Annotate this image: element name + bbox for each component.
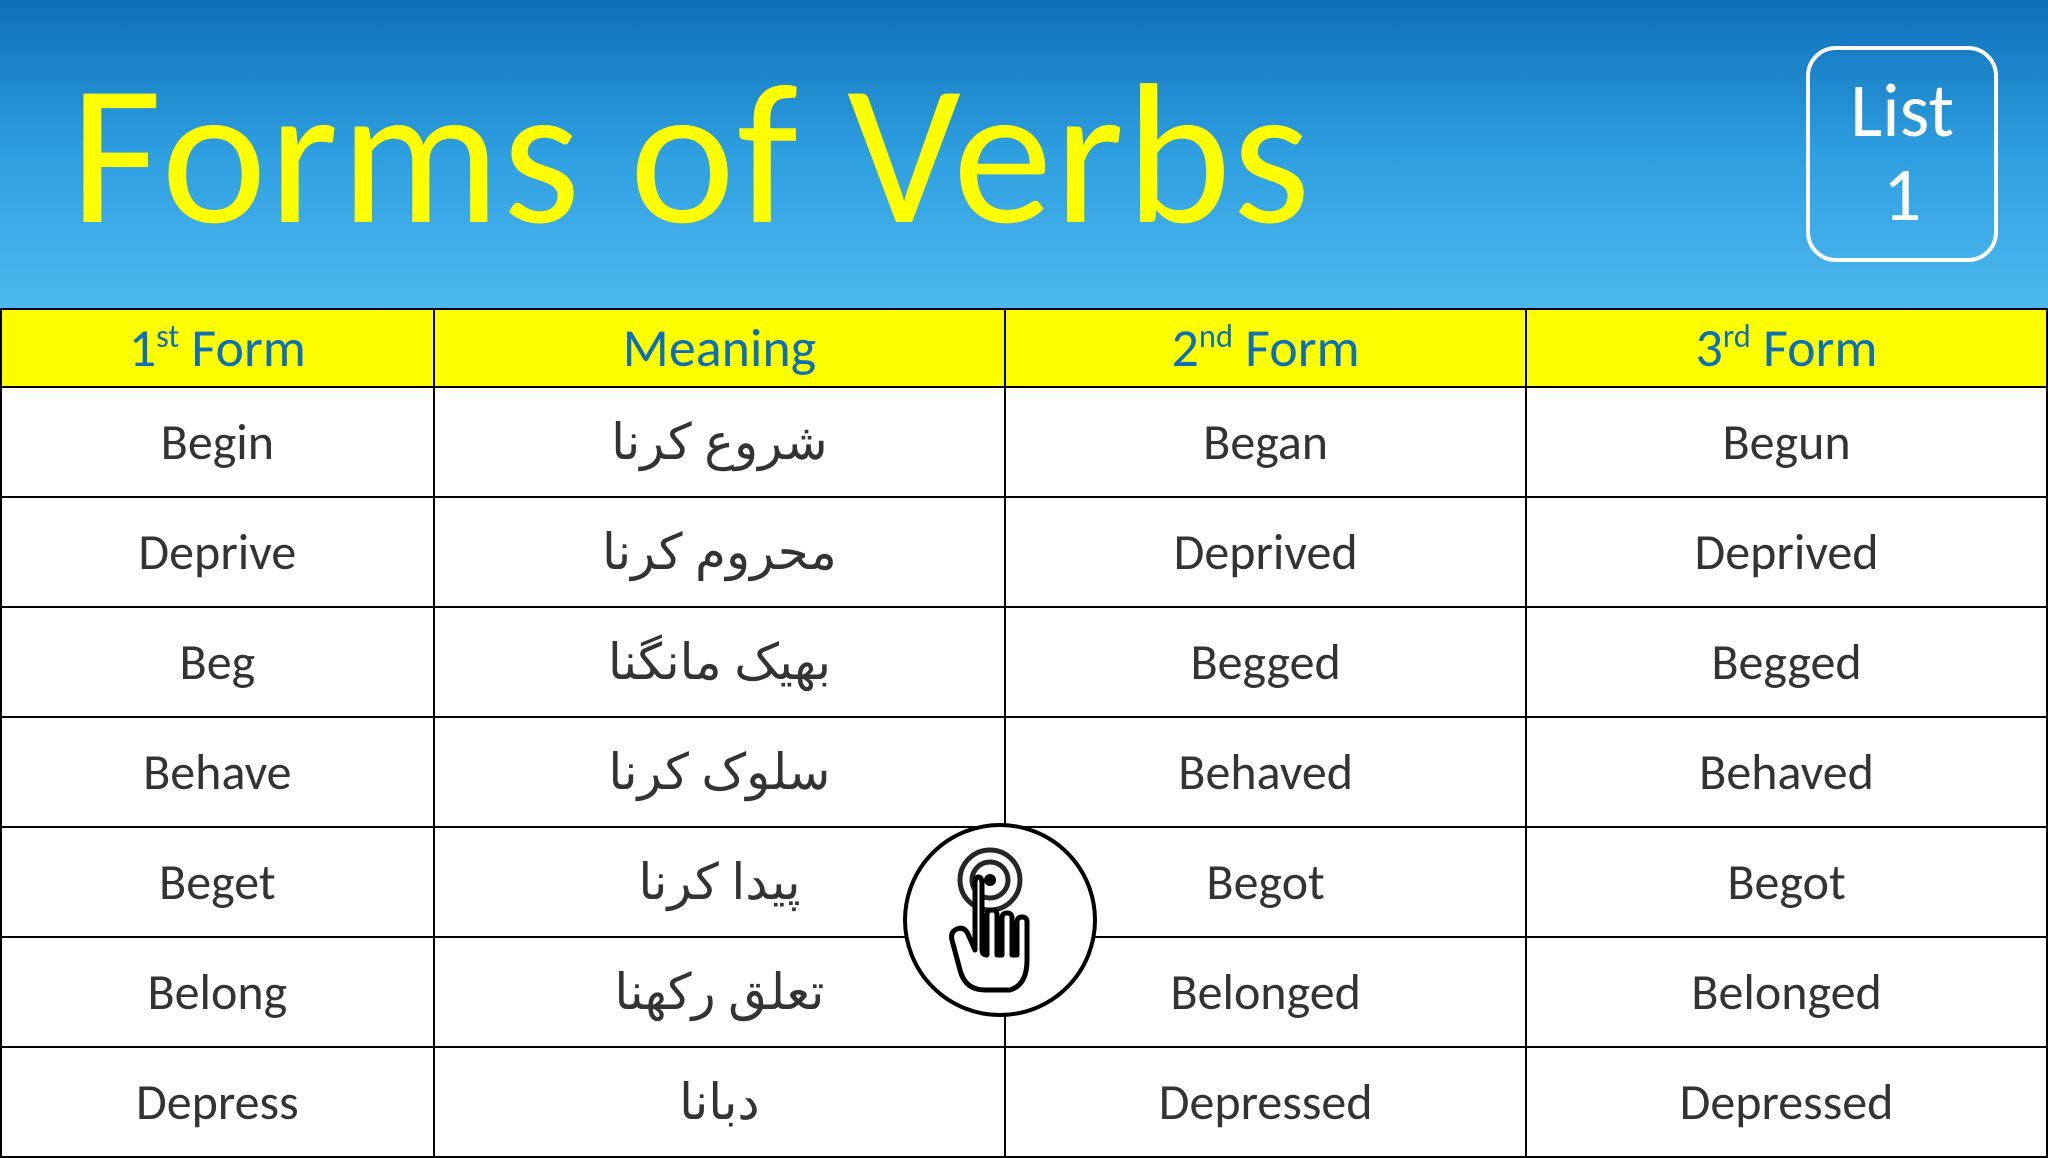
- cell-third-form: Begun: [1526, 387, 2047, 497]
- cell-second-form: Began: [1005, 387, 1526, 497]
- cell-meaning: تعلق رکھنا: [434, 937, 1006, 1047]
- cell-meaning: سلوک کرنا: [434, 717, 1006, 827]
- cell-second-form: Begged: [1005, 607, 1526, 717]
- cell-meaning: پیدا کرنا: [434, 827, 1006, 937]
- cell-first-form: Belong: [1, 937, 434, 1047]
- table-row: Begبھیک مانگناBeggedBegged: [1, 607, 2047, 717]
- cell-second-form: Deprived: [1005, 497, 1526, 607]
- cell-second-form: Depressed: [1005, 1047, 1526, 1157]
- cell-second-form: Behaved: [1005, 717, 1526, 827]
- cell-first-form: Begin: [1, 387, 434, 497]
- cell-first-form: Beget: [1, 827, 434, 937]
- cell-first-form: Behave: [1, 717, 434, 827]
- cell-third-form: Depressed: [1526, 1047, 2047, 1157]
- table-row: Begetپیدا کرناBegotBegot: [1, 827, 2047, 937]
- badge-line1: List: [1850, 70, 1954, 154]
- cell-first-form: Depress: [1, 1047, 434, 1157]
- cell-third-form: Belonged: [1526, 937, 2047, 1047]
- cell-second-form: Begot: [1005, 827, 1526, 937]
- list-badge: List 1: [1806, 46, 1998, 261]
- table-body: Beginشروع کرناBeganBegunDepriveمحروم کرن…: [1, 387, 2047, 1157]
- cell-meaning: بھیک مانگنا: [434, 607, 1006, 717]
- cell-first-form: Deprive: [1, 497, 434, 607]
- verbs-table: 1st FormMeaning2nd Form3rd Form Beginشرو…: [0, 308, 2048, 1158]
- table-row: Belongتعلق رکھناBelongedBelonged: [1, 937, 2047, 1047]
- cell-third-form: Begged: [1526, 607, 2047, 717]
- cell-third-form: Behaved: [1526, 717, 2047, 827]
- cell-third-form: Begot: [1526, 827, 2047, 937]
- cell-meaning: محروم کرنا: [434, 497, 1006, 607]
- table-header-cell: 2nd Form: [1005, 309, 1526, 387]
- table-header-cell: Meaning: [434, 309, 1006, 387]
- cell-third-form: Deprived: [1526, 497, 2047, 607]
- header-banner: Forms of Verbs List 1: [0, 0, 2048, 308]
- cell-first-form: Beg: [1, 607, 434, 717]
- table-row: Depriveمحروم کرناDeprivedDeprived: [1, 497, 2047, 607]
- table-header-row: 1st FormMeaning2nd Form3rd Form: [1, 309, 2047, 387]
- table-row: Beginشروع کرناBeganBegun: [1, 387, 2047, 497]
- table-row: DepressدباناDepressedDepressed: [1, 1047, 2047, 1157]
- badge-line2: 1: [1850, 154, 1954, 238]
- page-title: Forms of Verbs: [70, 32, 1312, 276]
- cell-second-form: Belonged: [1005, 937, 1526, 1047]
- cell-meaning: شروع کرنا: [434, 387, 1006, 497]
- cell-meaning: دبانا: [434, 1047, 1006, 1157]
- table-header-cell: 3rd Form: [1526, 309, 2047, 387]
- table-header-cell: 1st Form: [1, 309, 434, 387]
- table-row: Behaveسلوک کرناBehavedBehaved: [1, 717, 2047, 827]
